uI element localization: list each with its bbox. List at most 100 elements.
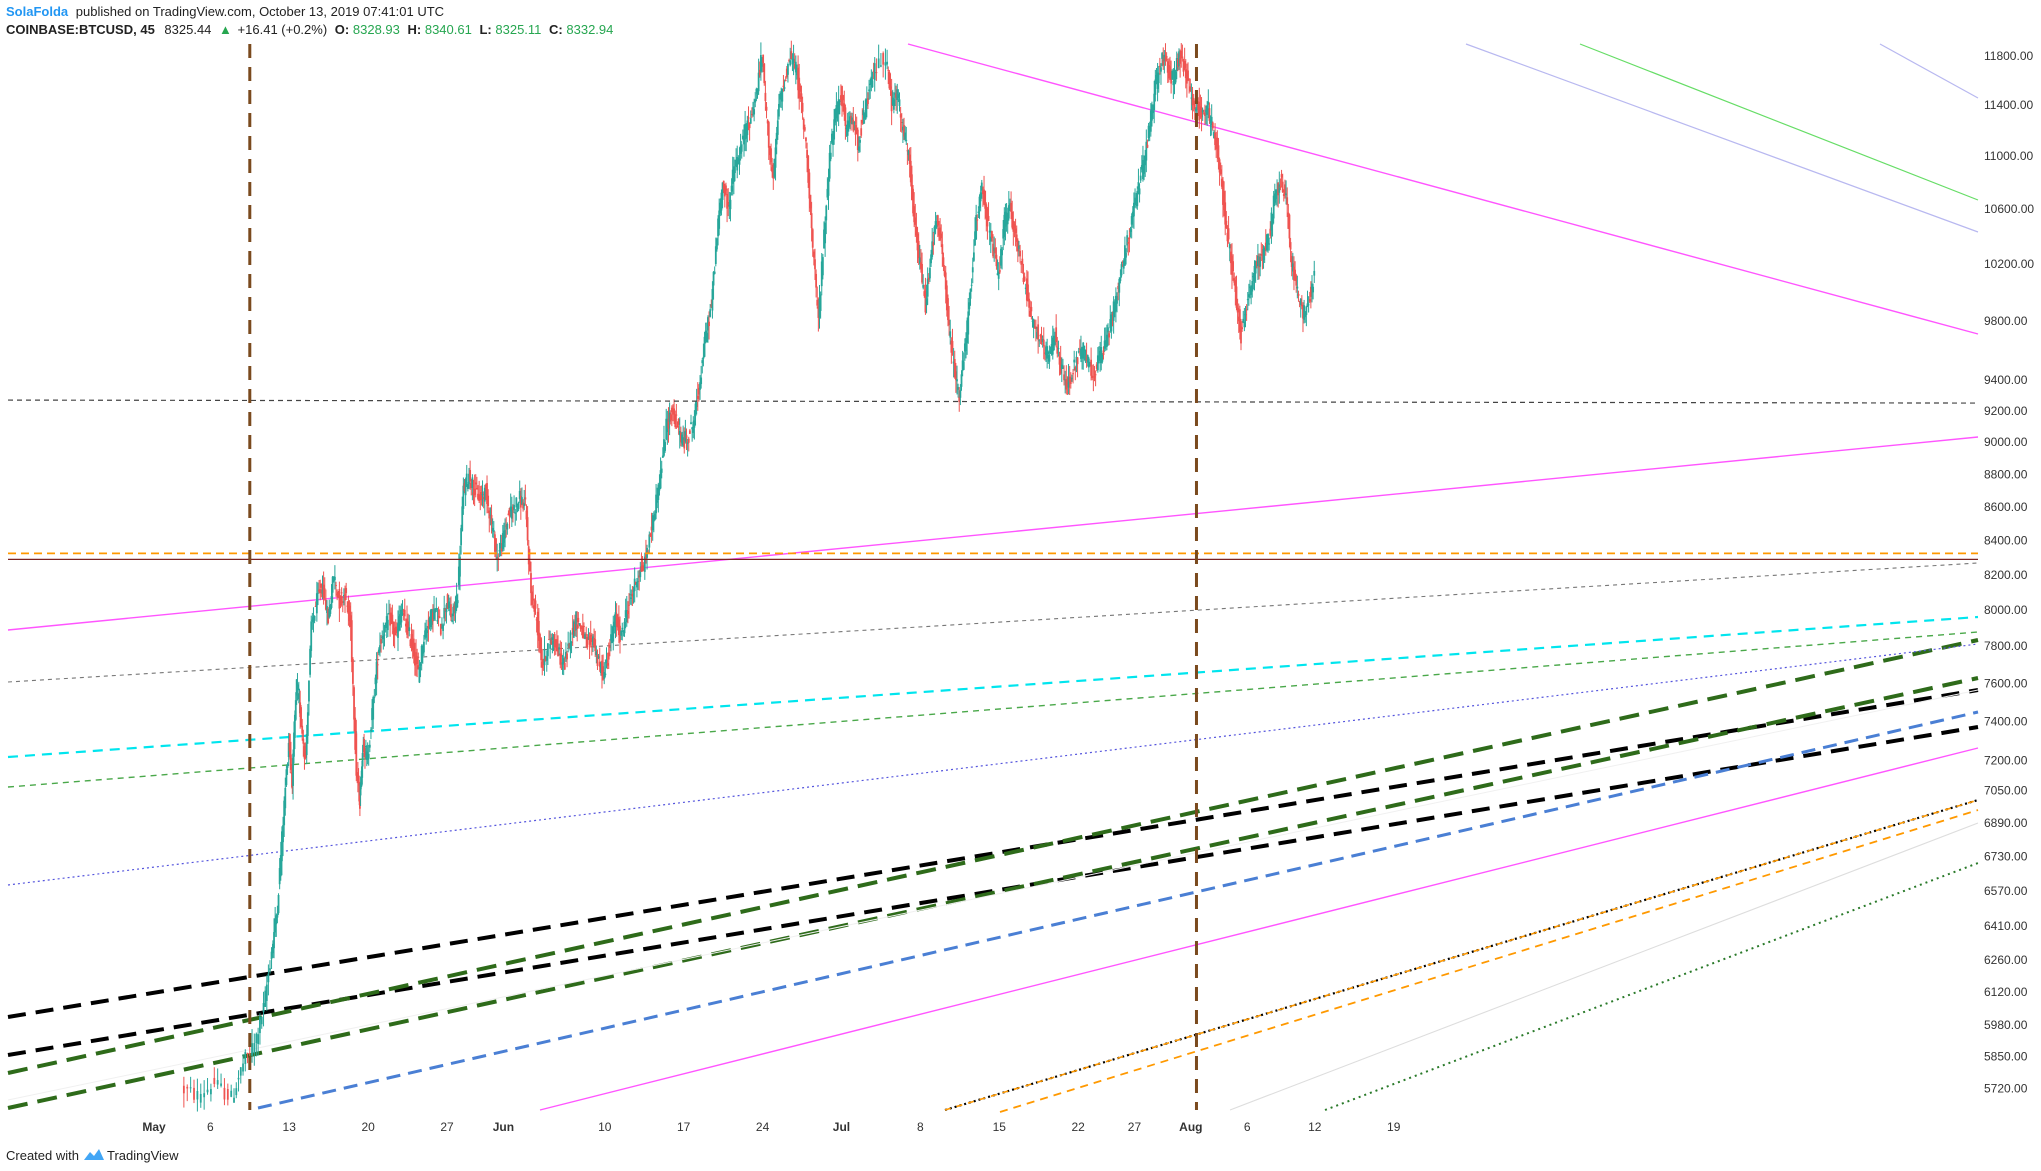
candle-body [1255, 262, 1258, 265]
candle-body [1054, 341, 1056, 345]
candle-body [1164, 56, 1167, 62]
candle-body [532, 598, 535, 601]
candle-body [942, 257, 945, 266]
candle-body [995, 254, 998, 267]
candle-body [641, 565, 644, 571]
candle-body [294, 700, 297, 720]
candle-body [434, 608, 437, 613]
candle-body [1304, 313, 1307, 318]
candle-body [1064, 379, 1067, 381]
candle-body [544, 656, 547, 661]
candle-body [650, 526, 653, 531]
candle-body [853, 122, 856, 124]
candle-body [731, 169, 734, 184]
candle-body [1202, 113, 1205, 115]
candle-body [837, 99, 840, 115]
candle-body [1162, 59, 1165, 66]
candle-body [612, 626, 615, 642]
candle-body [1273, 193, 1276, 203]
candle-body [606, 663, 609, 666]
candle-body [525, 510, 528, 520]
candle-body [817, 306, 820, 318]
candle-body [400, 609, 403, 623]
candle-body [1038, 340, 1041, 342]
candle-body [851, 117, 854, 125]
candle-body [1022, 277, 1025, 282]
candle-body [1313, 270, 1316, 276]
candle-body [503, 530, 505, 543]
candle-body [1197, 101, 1200, 110]
candle-body [1236, 307, 1239, 313]
candle-body [800, 93, 803, 99]
candle-body [1258, 266, 1260, 268]
candle-body [1198, 101, 1201, 121]
candle-body [701, 360, 704, 364]
trend-line-green-dotted [1324, 862, 1979, 1111]
candle-body [864, 99, 867, 120]
candle-body [1200, 107, 1203, 118]
candle-body [672, 408, 674, 415]
candle-body [1209, 118, 1212, 123]
candle-body [1133, 202, 1135, 217]
price-axis[interactable]: 11800.00 11400.00 11000.00 10600.00 10200.00… [1984, 49, 2034, 1095]
candle-body [216, 1080, 219, 1085]
x-tick-label: Jul [833, 1120, 850, 1134]
candle-body [1262, 248, 1265, 261]
candle-body [1300, 304, 1303, 307]
candle-body [838, 100, 841, 102]
trend-line-faint [7, 689, 1979, 1101]
candle-body [1129, 229, 1132, 232]
candle-body [253, 1043, 256, 1054]
candle-body [827, 178, 830, 196]
candle-body [423, 641, 425, 653]
tradingview-brand[interactable]: TradingView [107, 1148, 179, 1163]
candle-body [1134, 197, 1136, 204]
candle-body [361, 752, 364, 767]
candle-body [1252, 276, 1255, 278]
candle-body [517, 502, 520, 510]
candle-body [779, 93, 781, 100]
candle-body [1105, 334, 1108, 348]
candle-body [1068, 376, 1071, 382]
candle-body [722, 180, 725, 189]
candle-body [1042, 339, 1045, 347]
candle-body [677, 419, 680, 425]
candle-body [1091, 375, 1094, 378]
candle-body [840, 95, 842, 101]
candle-body [1122, 260, 1125, 269]
candle-body [1234, 280, 1237, 292]
candle-body [836, 105, 839, 113]
candle-body [1263, 247, 1266, 252]
author-name[interactable]: SolaFolda [6, 4, 69, 19]
price-change: +16.41 (+0.2%) [238, 22, 328, 37]
candle-body [595, 651, 598, 656]
candle-body [782, 85, 785, 87]
symbol-label[interactable]: COINBASE:BTCUSD, 45 [6, 22, 155, 37]
candle-body [496, 556, 499, 560]
candle-body [645, 553, 647, 559]
candle-body [1011, 211, 1014, 228]
candle-body [1237, 316, 1240, 322]
candle-body [276, 914, 279, 918]
candle-body [383, 634, 386, 636]
candle-body [820, 261, 823, 287]
time-axis[interactable]: May 6 13 20 27 Jun 10 17 24 Jul 8 15 22 27 Aug 6 12 19 [142, 1120, 1400, 1134]
candle-body [717, 218, 719, 237]
candle-body [920, 262, 922, 269]
candle-body [404, 623, 407, 627]
candle-body [477, 493, 479, 500]
candle-body [740, 144, 743, 152]
candle-body [1157, 73, 1160, 84]
candle-body [269, 968, 271, 971]
candle-body [633, 578, 636, 592]
candle-body [1277, 183, 1280, 196]
candle-body [361, 766, 363, 785]
candle-body [1299, 298, 1302, 306]
candle-body [1019, 250, 1021, 257]
candle-body [1090, 359, 1093, 376]
candle-body [332, 576, 335, 581]
candle-body [983, 189, 985, 204]
candle-body [452, 606, 455, 617]
candle-body [934, 221, 937, 229]
